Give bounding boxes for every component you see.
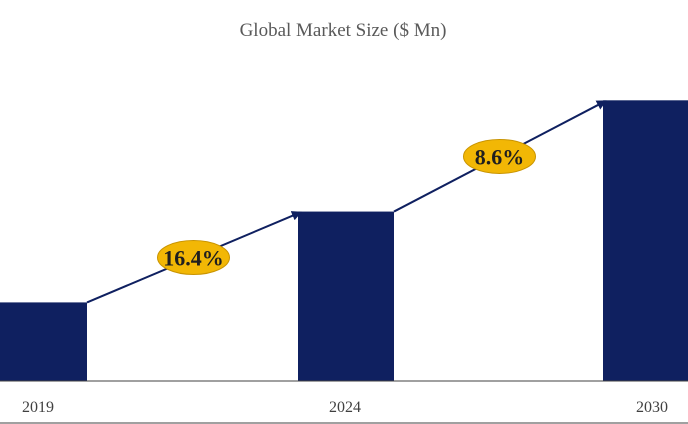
cagr-label-1: 16.4%	[163, 245, 224, 270]
cagr-badge-1	[157, 239, 230, 275]
bars-group	[0, 100, 688, 381]
bar-2024	[298, 211, 394, 381]
x-tick-2024: 2024	[329, 399, 361, 416]
cagr-label-2: 8.6%	[475, 144, 525, 169]
x-tick-2019: 2019	[22, 399, 54, 416]
x-tick-labels: 2019 2024 2030	[22, 399, 668, 416]
bar-2019	[0, 302, 87, 381]
bar-2030	[603, 100, 688, 381]
chart-title: Global Market Size ($ Mn)	[240, 20, 447, 41]
cagr-arrows-group: 16.4% 8.6%	[86, 100, 607, 304]
cagr-badge-2	[463, 138, 536, 174]
x-tick-2030: 2030	[636, 399, 668, 416]
